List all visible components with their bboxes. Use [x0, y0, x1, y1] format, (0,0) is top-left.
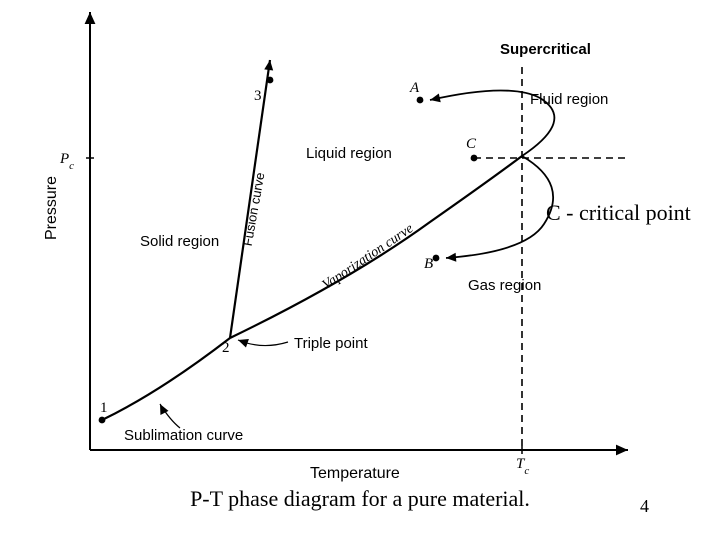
phase-diagram-svg: Temperature Pressure Pc Tc A B C 1 2 3 Supercritic…	[0, 0, 720, 540]
label-subcrv: Sublimation curve	[124, 427, 243, 444]
critical-point-note: C - critical point	[546, 200, 691, 226]
figure-caption: P-T phase diagram for a pure material.	[0, 486, 720, 512]
x-axis-label: Temperature	[310, 465, 400, 482]
x-axis-arrow	[616, 445, 628, 456]
point-label-1: 1	[100, 400, 108, 416]
label-triple: Triple point	[294, 335, 368, 352]
page-number: 4	[640, 496, 649, 517]
label-fluid: Fluid region	[530, 91, 608, 108]
point-B	[433, 255, 440, 262]
sublimation-curve-pointer-arrow	[160, 404, 168, 415]
point-label-A: A	[409, 80, 420, 96]
y-axis-label: Pressure	[43, 176, 60, 240]
label-liquid: Liquid region	[306, 145, 392, 162]
label-supercritical: Supercritical	[500, 41, 591, 58]
point-A	[417, 97, 424, 104]
point-C	[471, 155, 478, 162]
point-label-B: B	[424, 256, 433, 272]
curve-c-to-a-arrow	[430, 93, 441, 102]
sublimation-curve	[102, 338, 230, 420]
label-gas: Gas region	[468, 277, 541, 294]
point-1	[99, 417, 106, 424]
y-axis-arrow	[85, 12, 96, 24]
fusion-curve-label: Fusion curve	[240, 171, 268, 247]
point-label-3: 3	[254, 88, 262, 104]
vaporization-curve-label: Vaporization curve	[320, 221, 416, 293]
pc-label: Pc	[59, 151, 74, 172]
label-solid: Solid region	[140, 233, 219, 250]
stage: Temperature Pressure Pc Tc A B C 1 2 3 Supercritic…	[0, 0, 720, 540]
point-3	[267, 77, 274, 84]
tc-label: Tc	[516, 456, 529, 477]
curve-c-to-b-arrow	[446, 253, 456, 262]
triple-point-pointer-arrow	[238, 339, 249, 347]
point-label-C: C	[466, 136, 477, 152]
point-label-2: 2	[222, 340, 230, 356]
